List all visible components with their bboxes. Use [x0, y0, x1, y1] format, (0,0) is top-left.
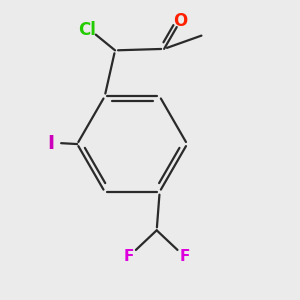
Text: F: F	[180, 249, 190, 264]
Text: I: I	[47, 134, 54, 153]
Text: O: O	[173, 12, 188, 30]
Text: F: F	[123, 249, 134, 264]
Text: Cl: Cl	[78, 21, 96, 39]
